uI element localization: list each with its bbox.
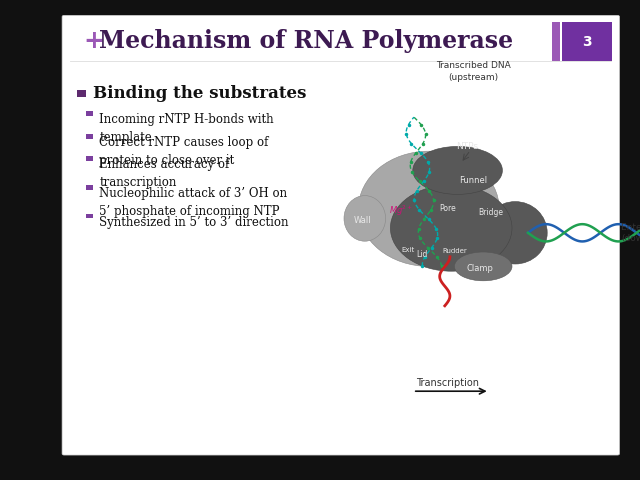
- Text: Correct rNTP causes loop of
protein to close over it: Correct rNTP causes loop of protein to c…: [99, 136, 269, 167]
- Bar: [86, 185, 93, 190]
- Text: NTPs: NTPs: [456, 142, 478, 151]
- Text: Transcribed DNA
(upstream): Transcribed DNA (upstream): [436, 61, 511, 82]
- Text: Funnel: Funnel: [460, 177, 488, 185]
- Text: Nucleophilic attack of 3’ OH on
5’ phosphate of incoming NTP: Nucleophilic attack of 3’ OH on 5’ phosp…: [99, 187, 287, 218]
- Text: Incoming rNTP H-bonds with
template: Incoming rNTP H-bonds with template: [99, 113, 274, 144]
- Ellipse shape: [344, 196, 386, 241]
- Bar: [86, 111, 93, 116]
- FancyBboxPatch shape: [62, 15, 620, 455]
- Text: +: +: [83, 29, 104, 53]
- Text: Bridge: Bridge: [478, 208, 504, 217]
- Text: Enhances accuracy of
transcription: Enhances accuracy of transcription: [99, 158, 230, 189]
- Bar: [77, 90, 86, 97]
- Text: Wall: Wall: [354, 216, 372, 225]
- Bar: [86, 156, 93, 161]
- Text: Synthesized in 5’ to 3’ direction: Synthesized in 5’ to 3’ direction: [99, 216, 289, 229]
- Ellipse shape: [413, 146, 502, 194]
- Bar: [86, 134, 93, 139]
- Ellipse shape: [454, 252, 512, 281]
- Ellipse shape: [390, 185, 512, 271]
- Text: 3: 3: [582, 35, 592, 49]
- Ellipse shape: [483, 202, 547, 264]
- Bar: [562, 22, 612, 61]
- Text: Transcription: Transcription: [417, 378, 479, 387]
- Text: Pore: Pore: [440, 204, 456, 213]
- Text: Lid: Lid: [417, 250, 428, 259]
- Text: Clamp: Clamp: [467, 264, 493, 273]
- Text: Mg$^{2+}$: Mg$^{2+}$: [389, 204, 413, 218]
- Text: Rudder: Rudder: [442, 248, 467, 254]
- Text: Mechanism of RNA Polymerase: Mechanism of RNA Polymerase: [99, 29, 513, 53]
- Text: Exit: Exit: [401, 247, 414, 252]
- Ellipse shape: [358, 151, 499, 266]
- Text: Binding the substrates: Binding the substrates: [93, 85, 306, 102]
- Bar: [552, 22, 560, 61]
- Bar: [86, 214, 93, 218]
- Text: Entering DNA
(downstream): Entering DNA (downstream): [621, 223, 640, 243]
